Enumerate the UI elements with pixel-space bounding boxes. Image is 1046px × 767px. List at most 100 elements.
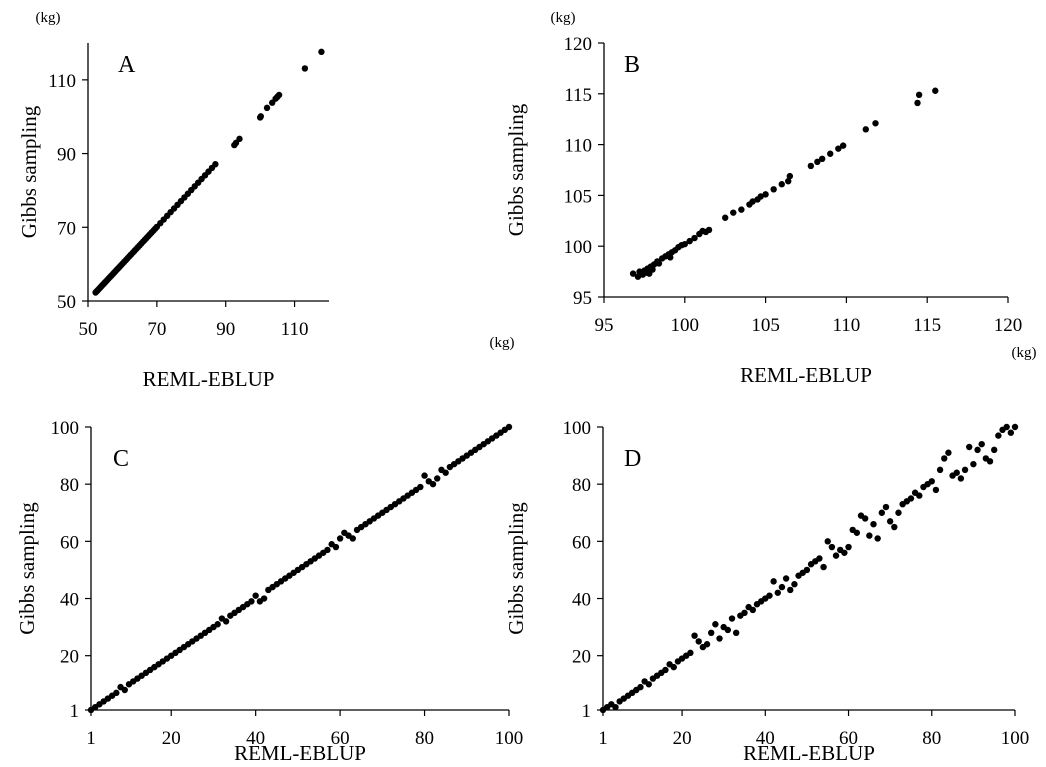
y-axis-title: Gibbs sampling xyxy=(504,502,528,635)
y-tick-label: 40 xyxy=(60,590,79,611)
data-point xyxy=(649,266,656,273)
data-point xyxy=(708,629,715,637)
data-point xyxy=(336,535,344,542)
x-tick-label: 20 xyxy=(162,728,181,749)
data-point xyxy=(724,626,732,634)
data-point xyxy=(945,449,952,456)
x-tick-label: 60 xyxy=(839,728,858,749)
data-point xyxy=(974,446,981,454)
data-point xyxy=(505,423,513,431)
data-point xyxy=(645,681,652,688)
y-tick-label: 60 xyxy=(572,532,591,553)
data-point xyxy=(882,503,890,511)
data-point xyxy=(705,226,713,234)
data-point xyxy=(429,480,437,488)
data-point xyxy=(861,515,869,522)
data-point xyxy=(749,606,757,614)
data-point xyxy=(785,177,792,185)
data-point xyxy=(695,638,702,645)
x-tick-label: 40 xyxy=(756,728,775,749)
data-point xyxy=(853,529,861,536)
x-tick-label: 80 xyxy=(415,728,434,749)
y-tick-label: 115 xyxy=(564,85,592,106)
data-point xyxy=(986,458,994,465)
y-tick-label: 110 xyxy=(48,71,76,92)
data-point xyxy=(637,683,644,691)
data-point xyxy=(932,486,940,494)
data-point xyxy=(787,586,794,594)
data-point xyxy=(252,592,259,599)
x-axis-title: REML-EBLUP xyxy=(743,741,875,765)
data-point xyxy=(827,150,834,157)
data-point xyxy=(722,214,729,221)
data-point xyxy=(712,621,719,628)
data-point xyxy=(835,145,842,152)
data-point xyxy=(874,535,881,542)
y-tick-label: 95 xyxy=(573,288,592,309)
data-point xyxy=(895,509,902,516)
y-tick-label: 100 xyxy=(51,418,80,439)
y-tick-label: 100 xyxy=(564,237,593,258)
y-tick-label: 1 xyxy=(70,701,80,722)
y-tick-label: 80 xyxy=(572,475,591,496)
x-tick-label: 20 xyxy=(673,728,692,749)
data-point xyxy=(791,581,798,588)
data-point xyxy=(324,546,331,554)
data-point xyxy=(966,443,973,451)
y-tick-label: 50 xyxy=(57,292,76,313)
y-unit-label: (kg) xyxy=(551,10,576,26)
data-point xyxy=(928,478,935,485)
data-point xyxy=(1003,423,1010,431)
x-tick-label: 50 xyxy=(79,319,98,340)
data-point xyxy=(434,475,441,482)
data-point xyxy=(762,191,769,198)
x-tick-label: 1 xyxy=(598,728,608,749)
x-unit-label: (kg) xyxy=(1012,345,1037,361)
x-tick-label: 100 xyxy=(671,315,700,336)
x-tick-label: 100 xyxy=(495,728,524,749)
x-axis-title: REML-EBLUP xyxy=(740,363,872,387)
x-tick-label: 70 xyxy=(147,319,166,340)
y-tick-label: 105 xyxy=(564,186,593,207)
data-point xyxy=(832,552,840,559)
data-point xyxy=(222,618,230,625)
data-point xyxy=(738,206,745,213)
data-point xyxy=(1007,429,1015,436)
data-point xyxy=(872,120,879,127)
data-point xyxy=(916,492,923,499)
data-point xyxy=(936,466,944,474)
y-tick-label: 70 xyxy=(57,218,76,239)
data-point xyxy=(1011,423,1019,431)
panel-label: D xyxy=(624,446,641,472)
data-point xyxy=(236,135,243,143)
data-point xyxy=(818,155,826,163)
data-point xyxy=(841,549,848,556)
data-point xyxy=(421,472,428,479)
data-point xyxy=(318,48,325,56)
data-point xyxy=(703,641,711,648)
y-axis-title: Gibbs sampling xyxy=(504,103,528,236)
data-point xyxy=(778,181,785,188)
data-point xyxy=(828,543,836,551)
data-point xyxy=(886,518,894,525)
x-axis-title: REML-EBLUP xyxy=(234,741,366,765)
panel-label: C xyxy=(113,446,129,472)
data-point xyxy=(749,198,756,205)
data-point xyxy=(332,543,340,551)
x-tick-label: 95 xyxy=(595,315,614,336)
x-unit-label: (kg) xyxy=(490,335,515,351)
data-point xyxy=(670,663,677,671)
data-point xyxy=(862,126,869,133)
x-tick-label: 105 xyxy=(751,315,780,336)
data-point xyxy=(961,466,969,474)
data-point xyxy=(891,523,898,531)
x-tick-label: 40 xyxy=(246,728,265,749)
x-tick-label: 110 xyxy=(281,319,309,340)
y-tick-label: 90 xyxy=(57,145,76,166)
data-point xyxy=(257,113,265,120)
data-point xyxy=(681,240,688,248)
data-point xyxy=(970,460,977,468)
data-point xyxy=(866,532,873,539)
y-unit-label: (kg) xyxy=(36,10,61,26)
x-axis-title: REML-EBLUP xyxy=(143,367,275,391)
